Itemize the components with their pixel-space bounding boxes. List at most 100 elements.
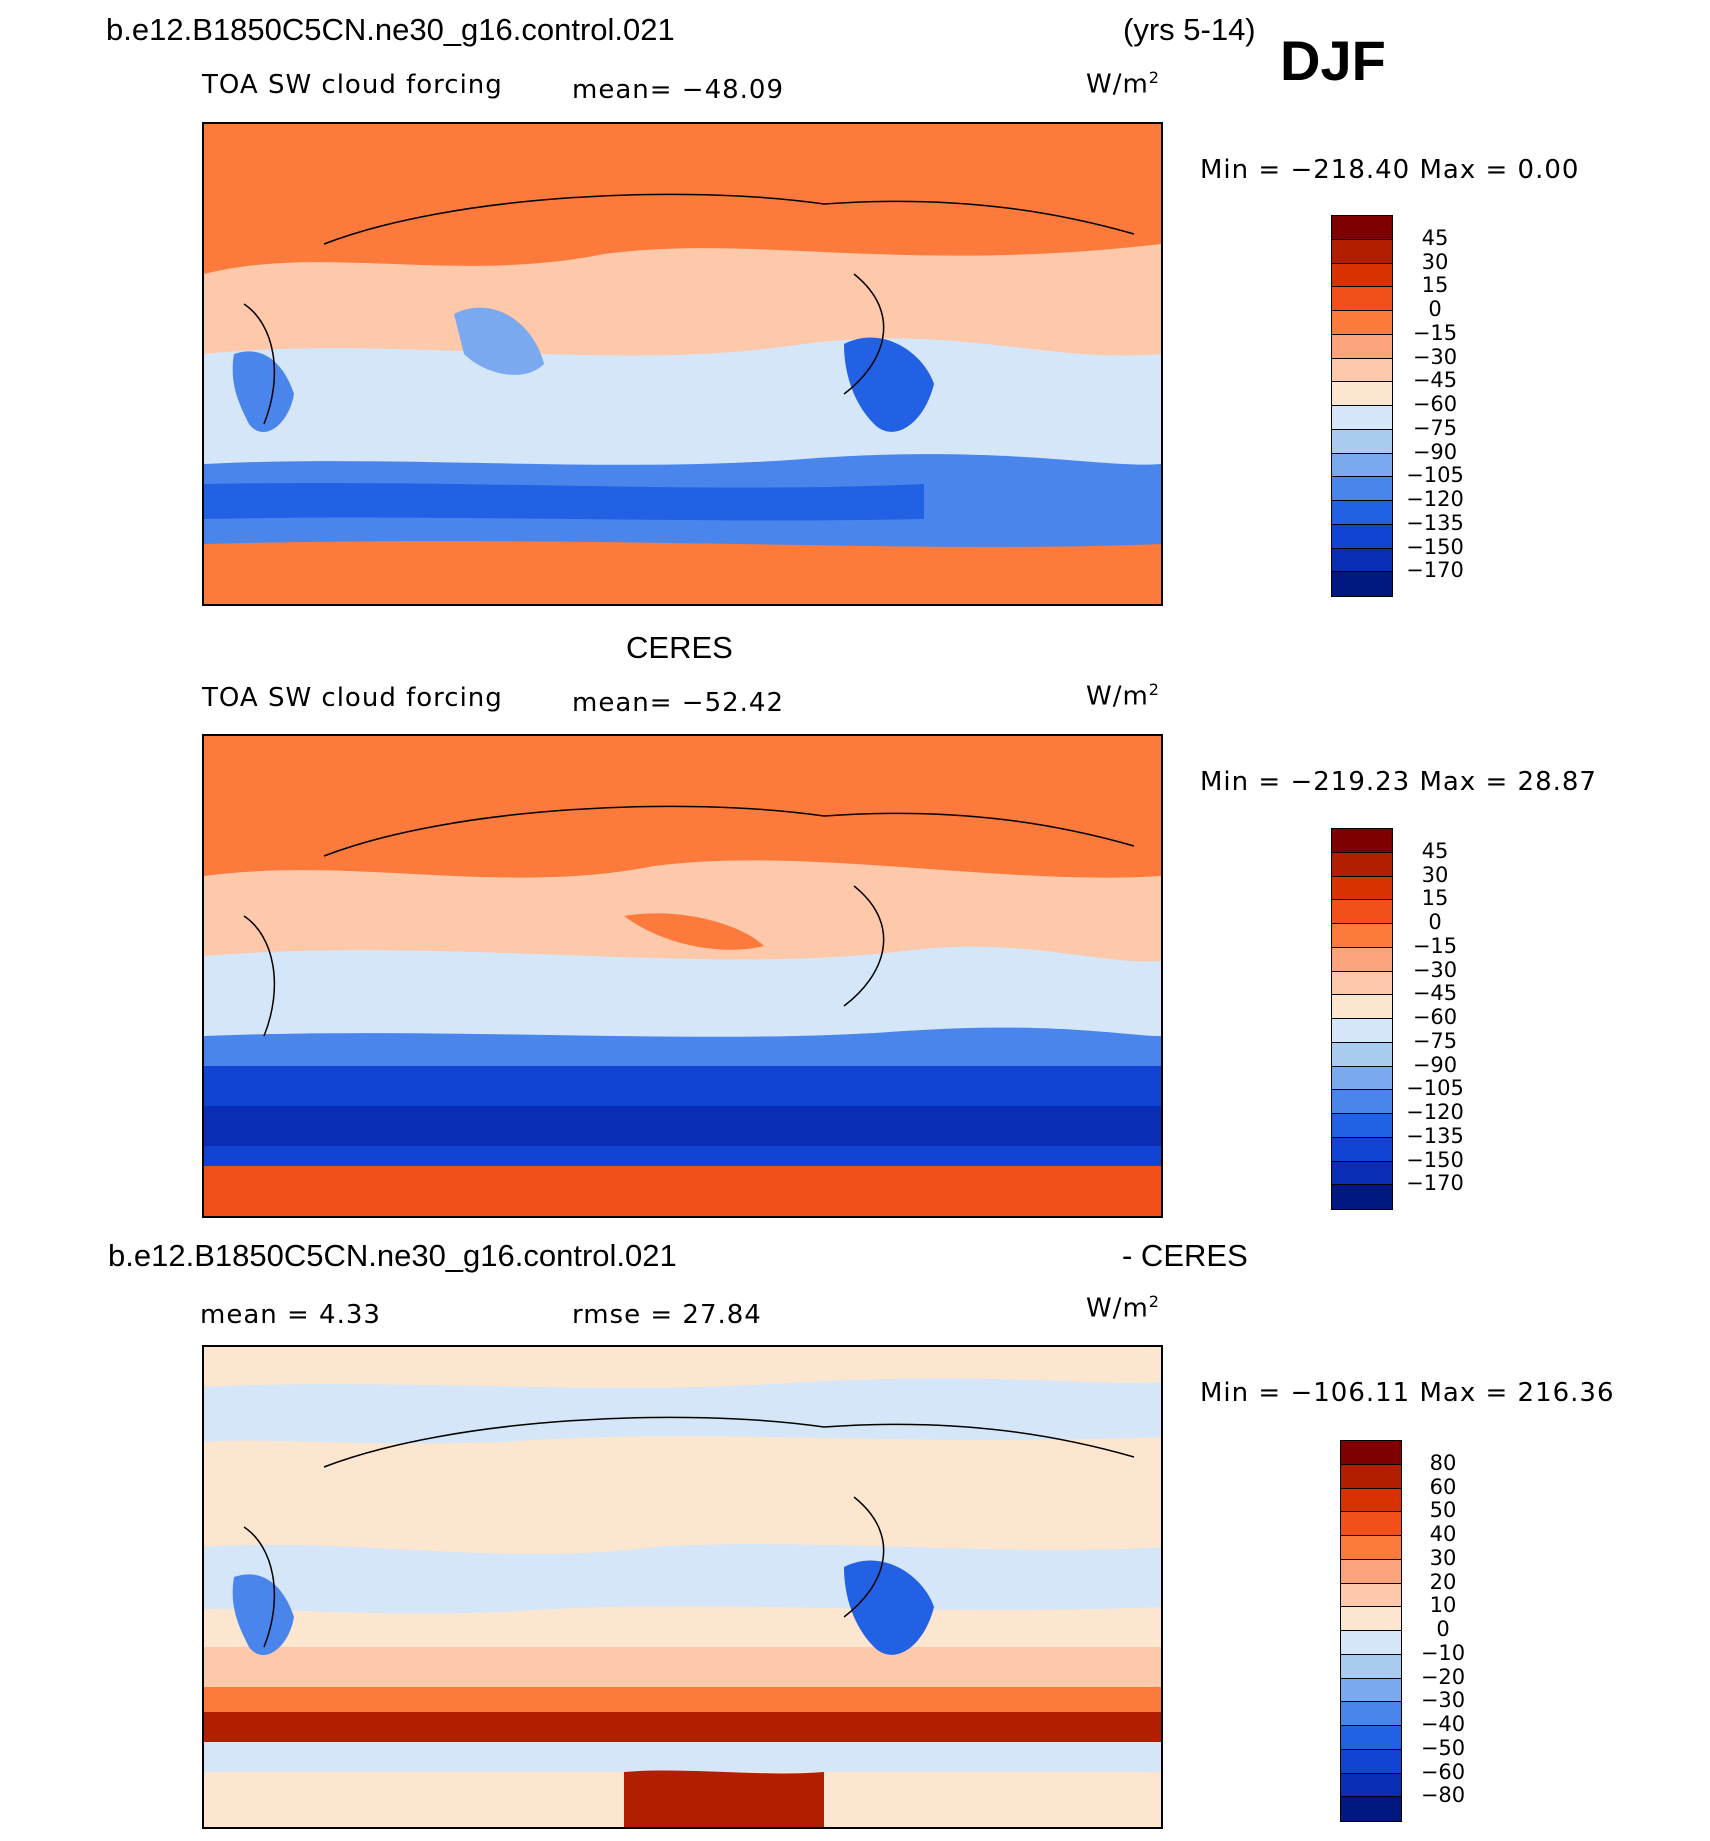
colorbar-level-label: −120 <box>1406 487 1464 511</box>
panel2-colorbar <box>1331 828 1393 1210</box>
colorbar-segment <box>1341 1702 1401 1726</box>
colorbar-segment <box>1332 900 1392 924</box>
p3-antarctica-red <box>624 1770 824 1827</box>
p1-africa-blue <box>232 351 294 433</box>
colorbar-segment <box>1332 1042 1392 1067</box>
colorbar-level-label: −45 <box>1412 368 1458 393</box>
colorbar-segment <box>1332 1161 1392 1186</box>
colorbar-segment <box>1341 1583 1401 1608</box>
colorbar-level-label: 50 <box>1429 1498 1457 1523</box>
colorbar-level-label: −20 <box>1420 1664 1466 1689</box>
p3-africa-blue <box>232 1574 294 1656</box>
panel2-map <box>202 734 1163 1218</box>
colorbar-segment <box>1341 1441 1401 1465</box>
colorbar-level-label: −170 <box>1406 558 1464 583</box>
p3-band-south-2 <box>204 1687 1161 1712</box>
colorbar-level-label: −60 <box>1420 1759 1466 1784</box>
panel3-units: W/m2 <box>1086 1292 1160 1324</box>
panel1-map <box>202 122 1163 606</box>
p3-band-tropics <box>204 1544 1161 1614</box>
panel3-rmse: rmse = 27.84 <box>572 1300 762 1330</box>
case-title-3: b.e12.B1850C5CN.ne30_g16.control.021 <box>108 1238 677 1273</box>
colorbar-level-label: 20 <box>1429 1569 1457 1594</box>
colorbar-segment <box>1332 924 1392 948</box>
colorbar-level-label: 40 <box>1429 1522 1457 1546</box>
colorbar-level-label: 0 <box>1436 1617 1450 1641</box>
colorbar-segment <box>1332 1019 1392 1043</box>
p3-band-south-3 <box>204 1712 1161 1742</box>
colorbar-segment <box>1341 1607 1401 1631</box>
colorbar-level-label: −50 <box>1420 1735 1466 1760</box>
colorbar-level-label: −90 <box>1412 1052 1458 1077</box>
colorbar-level-label: −105 <box>1406 1076 1464 1101</box>
colorbar-segment <box>1332 311 1392 335</box>
p2-coastlines <box>243 805 1135 1037</box>
p3-band-south-4 <box>204 1742 1161 1772</box>
p1-samerica-blue <box>844 337 934 432</box>
colorbar-segment <box>1341 1512 1401 1536</box>
colorbar-level-label: 0 <box>1428 297 1442 321</box>
colorbar-level-label: 10 <box>1429 1593 1457 1618</box>
colorbar-level-label: −150 <box>1406 1147 1464 1172</box>
panel3-map <box>202 1345 1163 1829</box>
colorbar-segment <box>1332 334 1392 359</box>
colorbar-level-label: 15 <box>1421 886 1449 911</box>
p3-band-south-1 <box>204 1647 1161 1687</box>
colorbar-segment <box>1332 287 1392 311</box>
case-title-1: b.e12.B1850C5CN.ne30_g16.control.021 <box>106 12 675 47</box>
colorbar-segment <box>1341 1773 1401 1798</box>
colorbar-level-label: −15 <box>1412 320 1458 345</box>
p1-coastlines <box>243 193 1135 425</box>
colorbar-level-label: −105 <box>1406 463 1464 488</box>
colorbar-segment <box>1332 216 1392 240</box>
p2-pacific-orange <box>624 913 764 950</box>
colorbar-segment <box>1341 1797 1401 1821</box>
p1-band-storm-core <box>204 482 924 521</box>
colorbar-level-label: −10 <box>1420 1640 1466 1665</box>
p3-band-arctic <box>204 1378 1161 1444</box>
colorbar-segment <box>1341 1488 1401 1513</box>
colorbar-segment <box>1332 1185 1392 1209</box>
panel1-mean: mean= −48.09 <box>572 75 785 105</box>
colorbar-level-label: −90 <box>1412 439 1458 464</box>
colorbar-segment <box>1332 524 1392 549</box>
colorbar-segment <box>1332 263 1392 288</box>
colorbar-level-label: 15 <box>1421 273 1449 298</box>
colorbar-segment <box>1332 572 1392 596</box>
panel1-units: W/m2 <box>1086 68 1160 100</box>
colorbar-level-label: 45 <box>1421 838 1449 863</box>
colorbar-level-label: 80 <box>1429 1450 1457 1475</box>
colorbar-level-label: −170 <box>1406 1171 1464 1196</box>
colorbar-segment <box>1332 852 1392 877</box>
panel1-range: Min = −218.40 Max = 0.00 <box>1200 155 1580 185</box>
colorbar-level-label: −75 <box>1412 415 1458 440</box>
p3-samerica-blue <box>844 1560 934 1655</box>
colorbar-segment <box>1332 453 1392 478</box>
colorbar-segment <box>1332 406 1392 430</box>
colorbar-segment <box>1341 1631 1401 1655</box>
colorbar-level-label: 60 <box>1429 1474 1457 1499</box>
case-title-3-suffix: - CERES <box>1122 1238 1248 1273</box>
colorbar-level-label: 30 <box>1421 862 1449 887</box>
colorbar-level-label: −80 <box>1420 1783 1466 1808</box>
colorbar-segment <box>1332 429 1392 454</box>
colorbar-segment <box>1341 1559 1401 1584</box>
colorbar-level-label: 30 <box>1429 1545 1457 1570</box>
colorbar-segment <box>1332 239 1392 264</box>
panel2-units: W/m2 <box>1086 680 1160 712</box>
colorbar-segment <box>1332 995 1392 1019</box>
years-label: (yrs 5-14) <box>1123 12 1256 47</box>
panel3-range: Min = −106.11 Max = 216.36 <box>1200 1378 1615 1408</box>
colorbar-segment <box>1341 1678 1401 1703</box>
panel3-mean: mean = 4.33 <box>200 1300 381 1330</box>
colorbar-segment <box>1332 947 1392 972</box>
colorbar-level-label: 0 <box>1428 910 1442 934</box>
colorbar-segment <box>1341 1654 1401 1679</box>
p1-maritime-blue <box>454 307 544 375</box>
colorbar-level-label: −30 <box>1412 957 1458 982</box>
colorbar-segment <box>1341 1726 1401 1750</box>
case-title-2: CERES <box>626 630 733 665</box>
colorbar-segment <box>1341 1464 1401 1489</box>
colorbar-level-label: −120 <box>1406 1100 1464 1124</box>
colorbar-level-label: −135 <box>1406 510 1464 535</box>
